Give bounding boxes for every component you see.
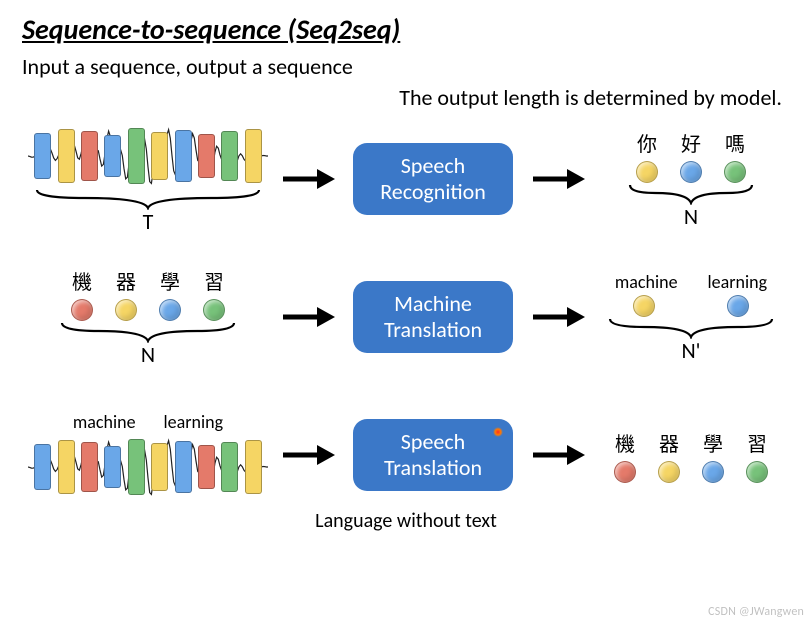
row-speech-recognition: T Speech Recognition 你好嗎 N — [18, 119, 794, 239]
arrow-icon — [531, 442, 585, 468]
token-label: machine — [615, 271, 678, 293]
token-dot — [203, 299, 225, 321]
token-dot — [636, 161, 658, 183]
row-speech-translation: machine learning Speech Translation 機器學習 — [18, 395, 794, 515]
token-label: learning — [708, 271, 768, 293]
token-label: machine — [73, 411, 136, 433]
brace-right — [606, 317, 776, 339]
output-chars: 你好嗎 — [637, 128, 745, 157]
token-label: 機 — [72, 266, 92, 295]
token-dot — [115, 299, 137, 321]
box-line1: Speech — [401, 428, 465, 455]
token-label: 你 — [637, 128, 657, 157]
output-dots — [614, 461, 768, 483]
output-dots — [636, 161, 746, 183]
box-speech-recognition: Speech Recognition — [353, 143, 513, 216]
token-dot — [702, 461, 724, 483]
box-machine-translation: Machine Translation — [353, 281, 513, 354]
arrow-icon — [531, 166, 585, 192]
brace-label-N: N — [141, 341, 155, 368]
token-dot — [633, 295, 655, 317]
box-line1: Speech — [401, 152, 465, 179]
subtitle-1: Input a sequence, output a sequence — [0, 47, 812, 80]
token-dot — [159, 299, 181, 321]
box-line2: Recognition — [380, 178, 486, 205]
token-label: learning — [164, 411, 224, 433]
token-dot — [680, 161, 702, 183]
token-dot — [727, 295, 749, 317]
token-dot — [746, 461, 768, 483]
arrow-icon — [281, 442, 335, 468]
box-line2: Translation — [384, 454, 482, 481]
bottom-caption: Language without text — [0, 509, 812, 533]
token-dot — [658, 461, 680, 483]
token-label: 機 — [615, 428, 635, 457]
token-label: 學 — [703, 428, 723, 457]
token-label: 習 — [204, 266, 224, 295]
brace-label-T: T — [143, 208, 154, 235]
input-dots — [71, 299, 225, 321]
spectrogram — [28, 124, 268, 188]
token-label: 習 — [747, 428, 767, 457]
brace-right — [626, 183, 756, 205]
input-chars: 機器學習 — [72, 266, 224, 295]
brace-label-Nprime: N' — [681, 337, 700, 364]
token-label: 器 — [116, 266, 136, 295]
token-dot — [724, 161, 746, 183]
arrow-icon — [281, 304, 335, 330]
token-label: 器 — [659, 428, 679, 457]
box-line1: Machine — [394, 290, 472, 317]
token-dot — [614, 461, 636, 483]
watermark: CSDN @JWangwen — [708, 605, 804, 619]
box-line2: Translation — [384, 316, 482, 343]
arrow-icon — [281, 166, 335, 192]
brace-left — [58, 321, 238, 343]
row-machine-translation: 機器學習 N Machine Translation machine learni… — [18, 257, 794, 377]
output-labels: machine learning — [615, 271, 767, 293]
spec-top-labels: machine learning — [73, 411, 223, 433]
page-title: Sequence-to-sequence (Seq2seq) — [0, 0, 812, 47]
brace-label-N: N — [684, 203, 698, 230]
spectrogram — [28, 435, 268, 499]
output-chars: 機器學習 — [615, 428, 767, 457]
output-dots — [633, 295, 749, 317]
token-dot — [71, 299, 93, 321]
token-label: 好 — [681, 128, 701, 157]
arrow-icon — [531, 304, 585, 330]
box-speech-translation: Speech Translation — [353, 419, 513, 492]
token-label: 嗎 — [725, 128, 745, 157]
brace-left — [33, 188, 263, 210]
token-label: 學 — [160, 266, 180, 295]
subtitle-2: The output length is determined by model… — [0, 80, 812, 111]
laser-pointer-icon — [493, 427, 503, 437]
